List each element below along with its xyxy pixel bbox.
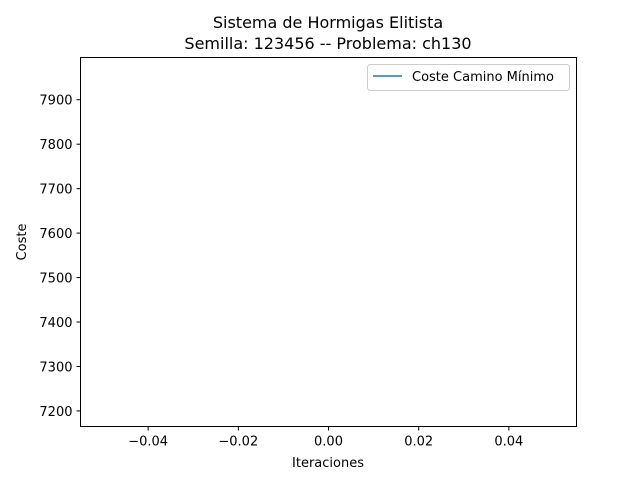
legend-box (367, 64, 570, 91)
y-tick-label: 7700 (39, 183, 72, 198)
x-tick-label: 0.00 (314, 435, 343, 450)
y-tick-label: 7600 (39, 227, 72, 242)
y-axis: 7200 7300 7400 7500 7600 7700 7800 7900 (39, 94, 81, 420)
chart-title-line1: Sistema de Hormigas Elitista (213, 13, 443, 32)
y-tick-label: 7800 (39, 138, 72, 153)
x-axis: −0.04 −0.02 0.00 0.02 0.04 (128, 426, 523, 450)
y-tick-label: 7200 (39, 405, 72, 420)
x-tick-label: 0.04 (494, 435, 523, 450)
x-axis-label: Iteraciones (292, 456, 364, 471)
y-tick-label: 7400 (39, 316, 72, 331)
chart-title-line2: Semilla: 123456 -- Problema: ch130 (184, 34, 471, 53)
y-axis-label: Coste (15, 224, 30, 261)
y-tick-label: 7300 (39, 360, 72, 375)
plot-area (80, 57, 577, 427)
x-tick-label: 0.02 (404, 435, 433, 450)
legend: Coste Camino Mínimo (367, 64, 570, 91)
y-tick-label: 7500 (39, 272, 72, 287)
y-tick-label: 7900 (39, 94, 72, 109)
legend-label: Coste Camino Mínimo (412, 70, 554, 85)
x-tick-label: −0.04 (128, 435, 168, 450)
x-tick-label: −0.02 (218, 435, 258, 450)
